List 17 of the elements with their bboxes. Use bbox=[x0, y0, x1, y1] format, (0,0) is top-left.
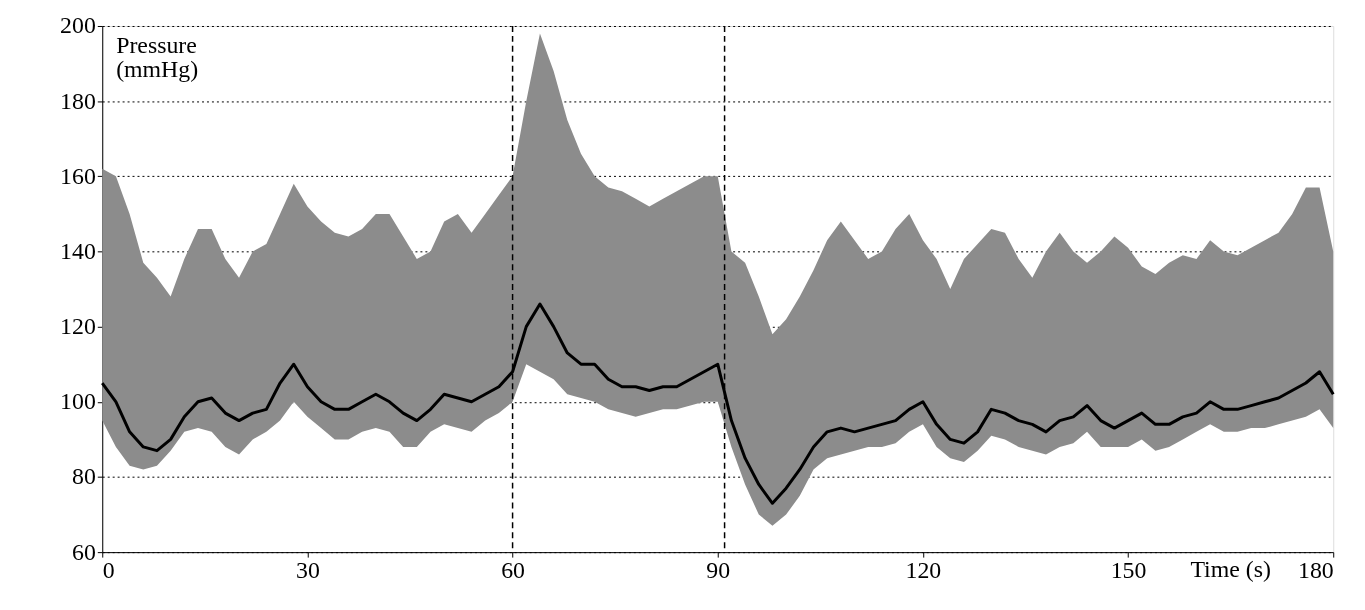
x-tick-label: 180 bbox=[1298, 557, 1334, 584]
y-tick-label: 200 bbox=[60, 12, 96, 39]
x-tick-label: 0 bbox=[102, 557, 115, 584]
y-tick-label: 100 bbox=[60, 388, 96, 415]
x-tick-label: 150 bbox=[1110, 557, 1147, 584]
x-tick-label: 120 bbox=[905, 557, 942, 584]
y-tick-label: 80 bbox=[71, 463, 96, 490]
x-tick-label: 30 bbox=[296, 557, 320, 584]
x-axis-title: Time (s) bbox=[1190, 555, 1271, 582]
y-tick-label: 140 bbox=[60, 237, 96, 264]
y-tick-label: 180 bbox=[60, 87, 96, 114]
y-tick-label: 120 bbox=[60, 313, 96, 340]
x-tick-label: 60 bbox=[501, 557, 525, 584]
y-axis-title: Pressure (mmHg) bbox=[116, 31, 199, 82]
x-tick-label: 90 bbox=[706, 557, 731, 584]
y-tick-label: 60 bbox=[71, 538, 96, 565]
y-tick-label: 160 bbox=[60, 162, 96, 189]
